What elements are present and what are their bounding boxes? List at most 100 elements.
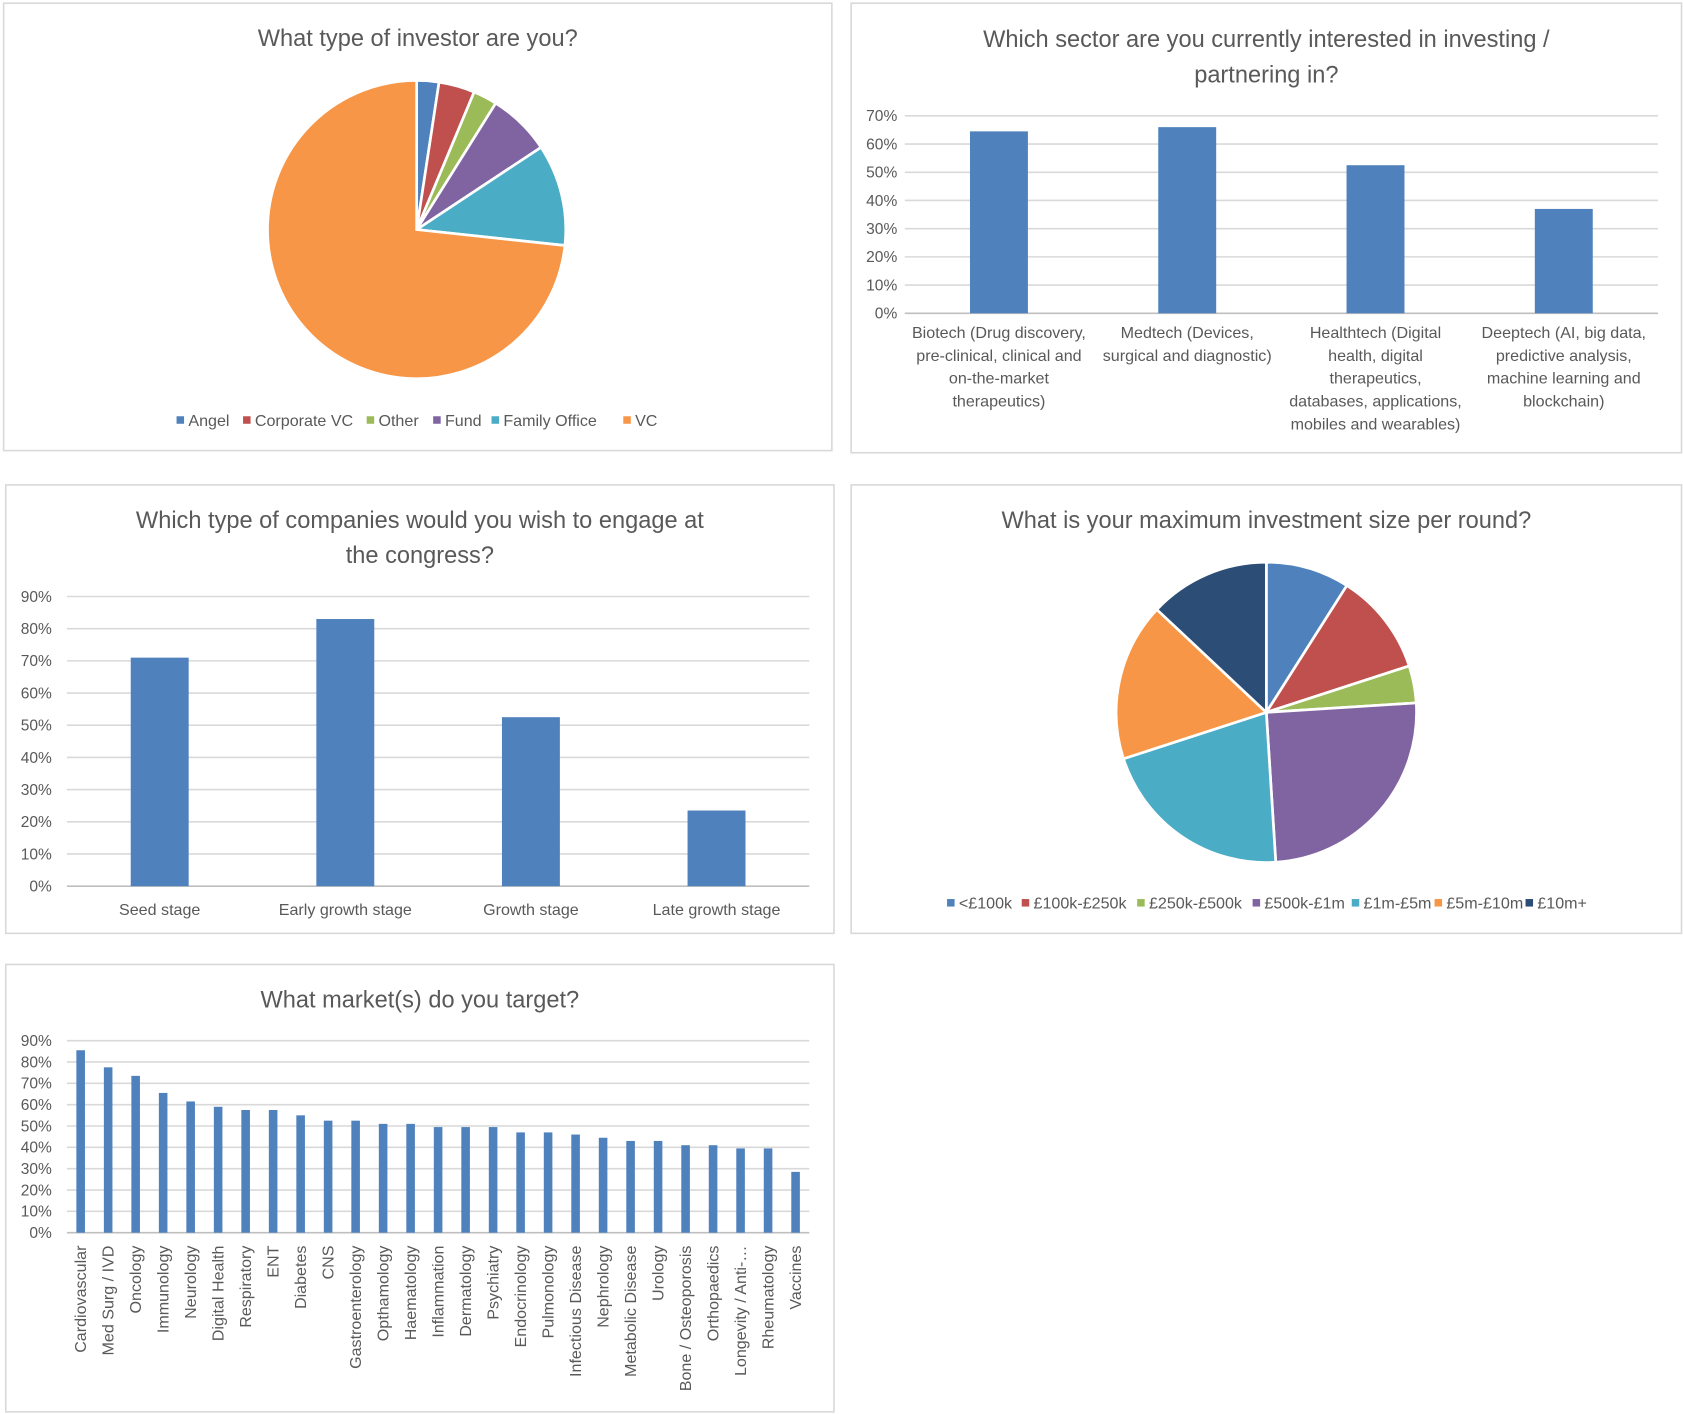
y-tick-label: 40% [21, 1140, 52, 1157]
chart-panel-max-investment: What is your maximum investment size per… [850, 484, 1683, 935]
bar [736, 1148, 745, 1233]
y-tick-label: 20% [21, 814, 52, 831]
bar [681, 1145, 690, 1233]
pie-slice--1m-5m [1121, 710, 1278, 864]
y-tick-label: 0% [29, 1225, 52, 1242]
y-tick-label: 90% [21, 1033, 52, 1050]
pie-slice--100k [1265, 560, 1349, 717]
x-tick-label: Deeptech (AI, big data, [1482, 324, 1646, 342]
legend-swatch [1137, 899, 1145, 907]
y-tick-label: 30% [21, 782, 52, 799]
chart-panel-company-type: Which type of companies would you wish t… [4, 484, 835, 935]
bar [268, 1109, 278, 1233]
y-tick-label: 80% [21, 621, 52, 638]
bar [626, 1140, 635, 1233]
chart-title: What type of investor are you? [258, 26, 578, 52]
bar [296, 1115, 305, 1233]
x-tick-label: Dermatology [457, 1246, 475, 1337]
pie-slice--10m- [1154, 560, 1268, 716]
y-tick-label: 60% [21, 685, 52, 702]
chart-panel-investor-type: What type of investor are you? Angel Corpo… [2, 2, 833, 452]
x-tick-label: mobiles and wearables) [1291, 415, 1461, 433]
x-tick-label: blockchain) [1523, 392, 1604, 410]
x-tick-label: pre-clinical, clinical and [916, 347, 1081, 365]
y-tick-label: 10% [21, 1204, 52, 1221]
x-tick-label: Biotech (Drug discovery, [912, 324, 1086, 342]
y-tick-label: 60% [866, 136, 897, 153]
bar [433, 1127, 443, 1233]
x-tick-label: Immunology [155, 1246, 173, 1334]
legend-label: Fund [445, 412, 482, 430]
y-tick-label: 50% [21, 1118, 52, 1135]
bar [130, 657, 189, 887]
x-tick-label: Oncology [127, 1246, 145, 1314]
legend-label: £1m-£5m [1364, 895, 1432, 913]
bar [461, 1127, 470, 1233]
bar [323, 1120, 333, 1233]
legend-label: £500k-£1m [1264, 895, 1344, 913]
y-tick-label: 40% [866, 193, 897, 210]
y-tick-label: 50% [21, 718, 52, 735]
legend-swatch [947, 899, 955, 907]
x-tick-label: therapeutics) [952, 392, 1045, 410]
bar [488, 1127, 498, 1233]
y-tick-label: 90% [21, 589, 52, 606]
x-tick-label: Rheumatology [759, 1246, 777, 1350]
legend-swatch [433, 416, 441, 424]
bar [316, 619, 375, 887]
x-tick-label: Metabolic Disease [622, 1246, 640, 1377]
y-tick-label: 70% [866, 108, 897, 125]
bar [186, 1101, 195, 1233]
chart-title: Which type of companies would you wish t… [136, 508, 704, 534]
x-tick-label: Endocrinology [512, 1246, 530, 1348]
bar [969, 131, 1028, 314]
chart-panel-sector-interest: Which sector are you currently intereste… [850, 2, 1683, 454]
y-tick-label: 40% [21, 750, 52, 767]
x-tick-label: CNS [319, 1246, 337, 1280]
y-tick-label: 10% [866, 277, 897, 294]
legend-label: VC [635, 412, 657, 430]
x-tick-label: Healthtech (Digital [1310, 324, 1441, 342]
legend-swatch [366, 416, 375, 424]
bar [76, 1050, 85, 1233]
x-tick-label: Cardiovascular [72, 1245, 90, 1353]
x-tick-label: therapeutics, [1329, 370, 1421, 388]
chart-title: the congress? [346, 543, 494, 569]
x-tick-label: on-the-market [949, 370, 1050, 388]
x-tick-label: Diabetes [292, 1246, 310, 1309]
x-tick-label: Neurology [182, 1246, 200, 1319]
pie-slice--5m-10m [1114, 607, 1269, 761]
bar [598, 1137, 608, 1233]
legend-swatch [243, 416, 251, 424]
x-tick-label: Med Surg / IVD [100, 1246, 118, 1356]
legend-swatch [1434, 899, 1443, 907]
legend-label: £5m-£10m [1446, 895, 1523, 913]
x-tick-label: Seed stage [119, 901, 200, 919]
bar [213, 1106, 223, 1233]
chart-title: What is your maximum investment size per… [1001, 508, 1531, 534]
x-tick-label: Late growth stage [653, 901, 781, 919]
pie-slice-vc [266, 79, 567, 381]
legend-label: Angel [188, 412, 229, 430]
x-tick-label: Pulmonology [539, 1246, 557, 1339]
x-tick-label: Orthopaedics [704, 1246, 722, 1342]
bar [516, 1132, 525, 1233]
x-tick-label: Early growth stage [279, 901, 412, 919]
bar [131, 1075, 140, 1233]
pie-slice--500k-1m [1264, 701, 1418, 864]
x-tick-label: Respiratory [237, 1246, 255, 1328]
chart-title: What market(s) do you target? [261, 987, 580, 1013]
x-tick-label: Longevity / Anti-… [732, 1246, 750, 1376]
x-tick-label: ENT [264, 1245, 282, 1277]
legend-label: Family Office [503, 412, 597, 430]
legend: Angel Corporate VC Other Fund Family Office V… [176, 412, 657, 430]
bar [543, 1132, 553, 1233]
bar [1534, 208, 1593, 314]
x-tick-label: Opthamology [374, 1246, 392, 1342]
bar [351, 1120, 360, 1233]
legend: <£100k £100k-£250k £250k-£500k £500k-£1m £1m… [947, 895, 1587, 913]
bar [378, 1123, 388, 1233]
x-tick-label: Bone / Osteoporosis [677, 1246, 695, 1392]
bar [1158, 127, 1217, 314]
